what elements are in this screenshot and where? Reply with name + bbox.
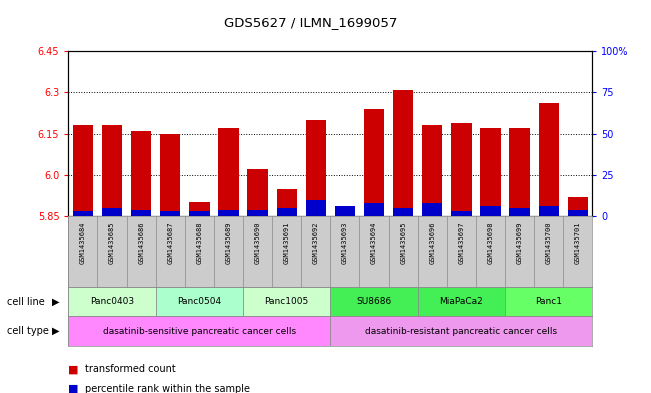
Bar bbox=[160, 134, 180, 216]
Bar bbox=[189, 211, 210, 216]
Bar bbox=[568, 197, 588, 216]
Bar bbox=[330, 287, 418, 316]
Bar bbox=[505, 287, 592, 316]
Bar bbox=[243, 287, 330, 316]
Bar bbox=[330, 316, 592, 346]
Bar bbox=[451, 123, 471, 216]
Text: cell type: cell type bbox=[7, 326, 48, 336]
Bar bbox=[568, 209, 588, 216]
Text: GSM1435690: GSM1435690 bbox=[255, 222, 260, 264]
Bar bbox=[73, 125, 93, 216]
Text: transformed count: transformed count bbox=[85, 364, 175, 375]
Bar bbox=[218, 128, 239, 216]
Text: MiaPaCa2: MiaPaCa2 bbox=[439, 297, 483, 306]
Text: GSM1435694: GSM1435694 bbox=[371, 222, 377, 264]
Text: GSM1435698: GSM1435698 bbox=[488, 222, 493, 264]
Bar bbox=[305, 120, 326, 216]
Bar bbox=[131, 209, 151, 216]
Bar bbox=[189, 202, 210, 216]
Bar bbox=[68, 316, 330, 346]
Bar bbox=[277, 189, 297, 216]
Bar bbox=[480, 128, 501, 216]
Bar bbox=[160, 211, 180, 216]
Text: cell line: cell line bbox=[7, 297, 44, 307]
Text: GSM1435686: GSM1435686 bbox=[138, 222, 144, 264]
Text: GSM1435697: GSM1435697 bbox=[458, 222, 464, 264]
Text: GSM1435701: GSM1435701 bbox=[575, 222, 581, 264]
Bar bbox=[538, 103, 559, 216]
Text: Panc1005: Panc1005 bbox=[264, 297, 309, 306]
Text: GSM1435687: GSM1435687 bbox=[167, 222, 173, 264]
Text: ▶: ▶ bbox=[52, 326, 60, 336]
Text: ■: ■ bbox=[68, 384, 79, 393]
Text: GSM1435695: GSM1435695 bbox=[400, 222, 406, 264]
Bar bbox=[68, 287, 156, 316]
Bar bbox=[218, 209, 239, 216]
Bar bbox=[364, 109, 384, 216]
Bar bbox=[156, 287, 243, 316]
Text: GSM1435691: GSM1435691 bbox=[284, 222, 290, 264]
Text: ▶: ▶ bbox=[52, 297, 60, 307]
Text: GSM1435684: GSM1435684 bbox=[80, 222, 86, 264]
Bar bbox=[277, 208, 297, 216]
Bar bbox=[480, 206, 501, 216]
Text: GSM1435693: GSM1435693 bbox=[342, 222, 348, 264]
Text: GSM1435696: GSM1435696 bbox=[429, 222, 436, 264]
Text: dasatinib-resistant pancreatic cancer cells: dasatinib-resistant pancreatic cancer ce… bbox=[365, 327, 557, 336]
Bar bbox=[73, 211, 93, 216]
Text: GDS5627 / ILMN_1699057: GDS5627 / ILMN_1699057 bbox=[224, 16, 398, 29]
Bar bbox=[393, 208, 413, 216]
Bar bbox=[510, 128, 530, 216]
Text: percentile rank within the sample: percentile rank within the sample bbox=[85, 384, 249, 393]
Bar bbox=[393, 90, 413, 216]
Bar bbox=[451, 211, 471, 216]
Bar bbox=[364, 203, 384, 216]
Bar bbox=[510, 208, 530, 216]
Bar bbox=[247, 169, 268, 216]
Text: Panc0504: Panc0504 bbox=[177, 297, 221, 306]
Text: GSM1435700: GSM1435700 bbox=[546, 222, 552, 264]
Bar bbox=[102, 125, 122, 216]
Text: dasatinib-sensitive pancreatic cancer cells: dasatinib-sensitive pancreatic cancer ce… bbox=[103, 327, 296, 336]
Text: GSM1435685: GSM1435685 bbox=[109, 222, 115, 264]
Text: GSM1435699: GSM1435699 bbox=[517, 222, 523, 264]
Bar bbox=[335, 211, 355, 216]
Bar bbox=[102, 208, 122, 216]
Bar bbox=[418, 287, 505, 316]
Bar bbox=[538, 206, 559, 216]
Bar bbox=[335, 206, 355, 216]
Bar bbox=[422, 203, 443, 216]
Text: ■: ■ bbox=[68, 364, 79, 375]
Bar bbox=[305, 200, 326, 216]
Text: GSM1435689: GSM1435689 bbox=[225, 222, 232, 264]
Text: GSM1435692: GSM1435692 bbox=[313, 222, 319, 264]
Text: Panc0403: Panc0403 bbox=[90, 297, 134, 306]
Bar bbox=[131, 131, 151, 216]
Text: GSM1435688: GSM1435688 bbox=[197, 222, 202, 264]
Bar bbox=[247, 209, 268, 216]
Bar bbox=[422, 125, 443, 216]
Text: Panc1: Panc1 bbox=[535, 297, 562, 306]
Text: SU8686: SU8686 bbox=[357, 297, 392, 306]
